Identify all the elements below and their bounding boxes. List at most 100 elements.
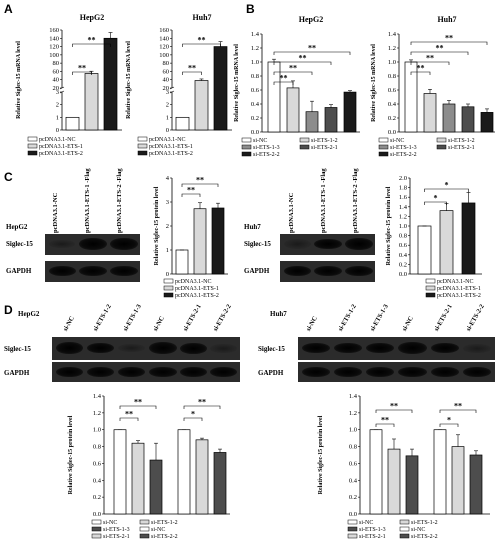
bar: [131, 442, 145, 515]
legend-label: pcDNA3.1-ETS-2: [149, 151, 193, 157]
blot-strip-gapdh: [280, 261, 375, 282]
bar: [177, 429, 191, 515]
y-tick-label: 40: [53, 77, 60, 84]
legend-swatch: [399, 533, 410, 539]
panel-label-c: C: [4, 170, 13, 184]
bar: [213, 46, 228, 131]
significance-bracket: [183, 417, 203, 421]
blot-strip-siglec15: [52, 337, 240, 360]
significance-label: **: [454, 402, 462, 411]
legend-label: si-ETS-1-2: [311, 138, 338, 144]
chart-title: HepG2: [80, 13, 104, 22]
y-tick-label: 1: [166, 247, 169, 254]
blot-strip-siglec15: [280, 234, 375, 255]
legend-swatch: [91, 526, 102, 532]
bar: [113, 429, 127, 515]
significance-bracket: [119, 405, 157, 409]
legend-label: si-ETS-1-3: [359, 527, 386, 533]
blot-row-label: Siglec-15: [4, 345, 31, 353]
blot-cell-title: HepG2: [18, 310, 40, 318]
y-tick-label: 0.6: [349, 460, 358, 467]
y-tick-label: 0.8: [388, 73, 396, 80]
bar: [433, 429, 447, 515]
y-tick-label: 0.2: [93, 494, 101, 501]
bar: [461, 106, 475, 133]
significance-bracket: [375, 423, 395, 427]
y-tick-label: 80: [53, 60, 60, 67]
blot-strip-gapdh: [52, 362, 240, 382]
significance-label: **: [78, 64, 86, 73]
significance-label: **: [280, 74, 288, 83]
legend-label: si-ETS-2-2: [411, 534, 438, 540]
legend-swatch: [347, 526, 358, 532]
significance-bracket: [439, 409, 477, 413]
bar: [175, 116, 190, 131]
legend-label: pcDNA3.1-ETS-2: [175, 293, 219, 299]
bar: [369, 429, 383, 515]
y-tick-label: 2: [166, 102, 169, 109]
significance-label: **: [299, 54, 307, 63]
y-tick-label: 0: [166, 127, 169, 134]
legend-swatch: [139, 519, 150, 525]
legend-label: si-ETS-1-3: [253, 145, 280, 151]
y-axis-label: Relative Siglec-15 protein level: [318, 415, 324, 494]
legend-swatch: [347, 519, 358, 525]
legend-swatch: [378, 151, 389, 157]
significance-bracket: [410, 71, 431, 75]
y-tick-label: 80: [163, 60, 170, 67]
y-tick-label: 1.0: [349, 427, 357, 434]
chart-b-huh7: Huh7 Relative Siglec-15 mRNA level 0.0 0.2 0…: [371, 15, 495, 158]
lane-label: pcDNA3.1-NC: [288, 192, 295, 233]
significance-label: **: [308, 44, 316, 53]
blot-row-label: GAPDH: [244, 267, 270, 275]
legend-swatch: [137, 143, 148, 149]
bar: [469, 454, 483, 515]
y-tick-label: 1: [166, 114, 169, 121]
y-tick-label: 0.4: [93, 477, 102, 484]
significance-bracket: [182, 43, 221, 47]
legend-swatch: [163, 292, 174, 298]
legend-swatch: [299, 144, 310, 150]
y-tick-label: 0: [166, 271, 169, 278]
lane-label: si-NC: [401, 315, 416, 333]
y-tick-label: 0.4: [349, 477, 358, 484]
y-tick-label: 0.8: [349, 444, 357, 451]
significance-bracket: [183, 405, 221, 409]
significance-bracket: [410, 51, 469, 55]
y-tick-label: 0.8: [251, 73, 259, 80]
y-tick-label: 1.4: [399, 204, 408, 211]
significance-label: **: [134, 398, 142, 407]
bar: [387, 448, 401, 515]
chart-d-huh7: Relative Siglec-15 protein level 0.0 0.2 0.…: [318, 393, 490, 540]
legend-swatch: [347, 533, 358, 539]
legend-swatch: [139, 533, 150, 539]
blot-cell-title: HepG2: [6, 223, 28, 231]
lane-label: si-NC: [305, 315, 320, 333]
significance-bracket: [424, 188, 469, 192]
y-tick-label: 1.4: [251, 31, 260, 38]
legend-label: pcDNA3.1-ETS-1: [39, 144, 83, 150]
significance-label: *: [434, 194, 438, 203]
legend-label: si-ETS-2-1: [311, 145, 338, 151]
blot-row-label: GAPDH: [6, 267, 32, 275]
y-tick-label: 2: [166, 223, 169, 230]
y-tick-label: 0.6: [93, 460, 102, 467]
significance-label: **: [125, 410, 133, 419]
y-tick-label: 1.4: [349, 393, 358, 400]
significance-bracket: [273, 71, 313, 75]
legend-swatch: [436, 144, 447, 150]
legend-label: si-ETS-2-2: [151, 534, 178, 540]
legend-label: si-ETS-2-2: [253, 152, 280, 158]
y-axis-label: Relative Siglec-15 mRNA level: [371, 44, 377, 122]
panel-label-d: D: [4, 303, 13, 317]
significance-bracket: [410, 41, 488, 45]
legend-label: pcDNA3.1-ETS-1: [149, 144, 193, 150]
legend-label: si-NC: [151, 527, 165, 533]
legend-swatch: [241, 151, 252, 157]
lane-label: si-NC: [152, 315, 167, 333]
legend-label: pcDNA3.1-NC: [175, 279, 212, 285]
y-tick-label: 1.6: [399, 194, 408, 201]
significance-bracket: [410, 61, 450, 65]
significance-label: **: [88, 36, 96, 45]
legend-label: pcDNA3.1-NC: [437, 279, 474, 285]
